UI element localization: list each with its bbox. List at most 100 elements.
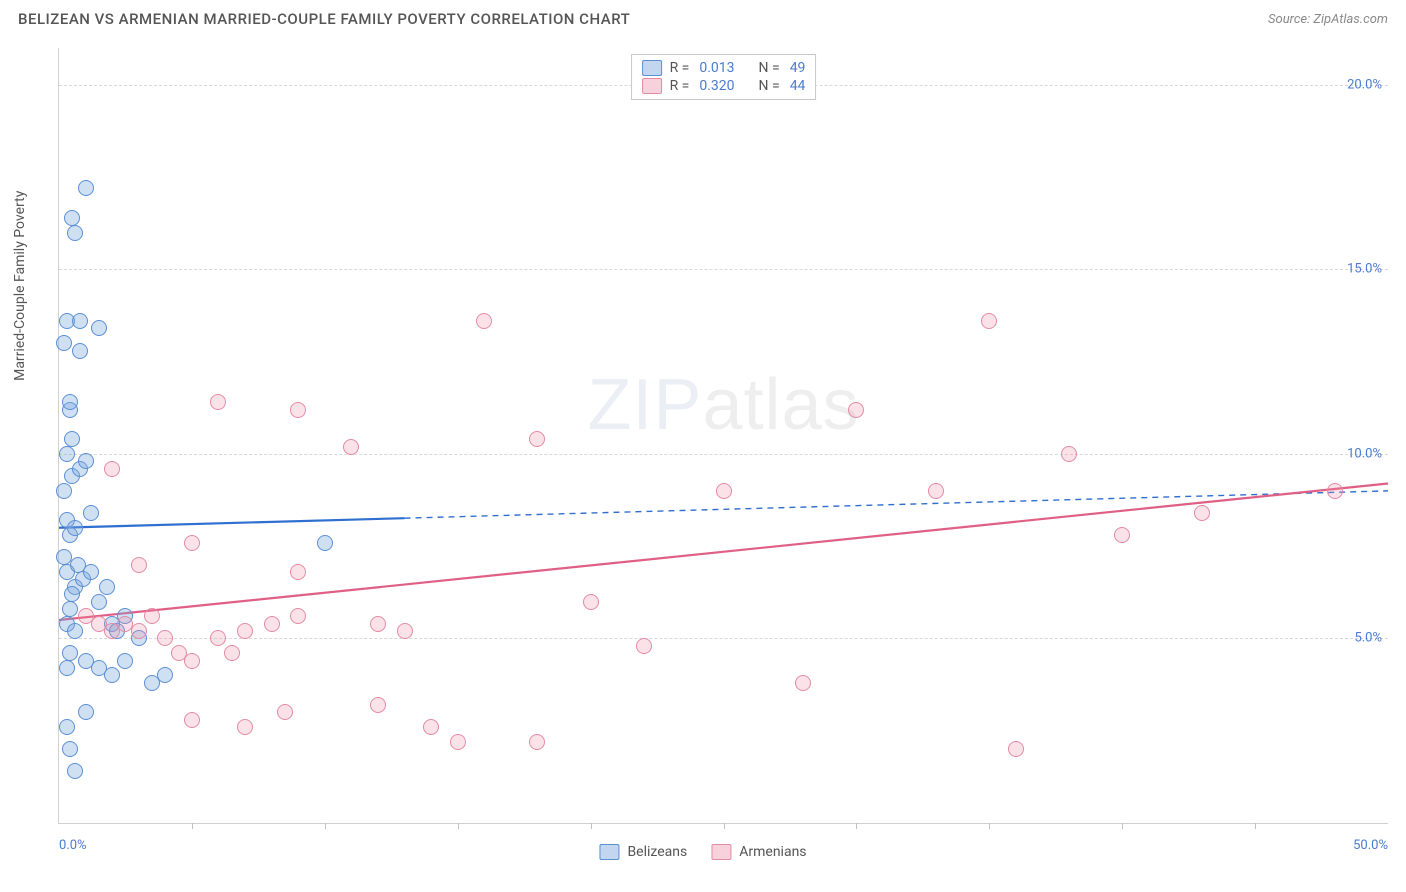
x-tick-label: 0.0%: [59, 838, 87, 853]
scatter-point: [64, 210, 80, 226]
scatter-point: [78, 704, 94, 720]
scatter-point: [59, 660, 75, 676]
scatter-point: [62, 645, 78, 661]
legend-n-value: 49: [790, 60, 806, 76]
x-tick: [1122, 823, 1123, 829]
legend-row: R = 0.013 N = 49: [642, 59, 806, 77]
scatter-point: [78, 453, 94, 469]
scatter-point: [131, 623, 147, 639]
scatter-point: [59, 446, 75, 462]
legend-item: Armenians: [711, 844, 806, 860]
y-tick-label: 20.0%: [1347, 77, 1382, 92]
x-tick: [458, 823, 459, 829]
scatter-point: [83, 564, 99, 580]
gridline: [59, 269, 1388, 270]
scatter-point: [157, 630, 173, 646]
series-legend: Belizeans Armenians: [599, 844, 806, 860]
scatter-point: [264, 616, 280, 632]
chart-container: Married-Couple Family Poverty ZIPatlas R…: [18, 40, 1388, 874]
scatter-point: [290, 608, 306, 624]
scatter-point: [981, 313, 997, 329]
scatter-point: [583, 594, 599, 610]
x-tick: [989, 823, 990, 829]
legend-n-value: 44: [790, 78, 806, 94]
scatter-point: [131, 557, 147, 573]
legend-swatch-pink: [642, 78, 662, 94]
chart-title: BELIZEAN VS ARMENIAN MARRIED-COUPLE FAMI…: [18, 10, 630, 28]
scatter-point: [277, 704, 293, 720]
scatter-point: [184, 653, 200, 669]
y-axis-label: Married-Couple Family Poverty: [12, 191, 28, 381]
scatter-point: [62, 741, 78, 757]
gridline: [59, 638, 1388, 639]
scatter-point: [64, 586, 80, 602]
scatter-point: [64, 431, 80, 447]
legend-r-label: R =: [670, 78, 690, 94]
scatter-point: [423, 719, 439, 735]
scatter-point: [184, 712, 200, 728]
scatter-point: [795, 675, 811, 691]
scatter-point: [636, 638, 652, 654]
scatter-point: [144, 608, 160, 624]
legend-n-label: N =: [759, 60, 780, 76]
scatter-point: [56, 335, 72, 351]
scatter-point: [370, 616, 386, 632]
scatter-point: [99, 579, 115, 595]
scatter-point: [237, 719, 253, 735]
legend-swatch-blue: [599, 844, 619, 860]
scatter-point: [529, 734, 545, 750]
scatter-point: [1114, 527, 1130, 543]
scatter-point: [290, 564, 306, 580]
legend-r-value: 0.320: [699, 78, 734, 94]
scatter-point: [397, 623, 413, 639]
y-tick-label: 5.0%: [1354, 631, 1382, 646]
scatter-point: [529, 431, 545, 447]
correlation-legend: R = 0.013 N = 49 R = 0.320 N = 44: [631, 54, 817, 100]
legend-r-label: R =: [670, 60, 690, 76]
scatter-point: [59, 719, 75, 735]
legend-label: Belizeans: [627, 844, 687, 860]
scatter-point: [104, 461, 120, 477]
scatter-point: [72, 343, 88, 359]
scatter-point: [157, 667, 173, 683]
scatter-point: [67, 520, 83, 536]
x-tick: [724, 823, 725, 829]
plot-area: ZIPatlas R = 0.013 N = 49 R = 0.320 N = …: [58, 48, 1388, 824]
x-tick-label: 50.0%: [1353, 838, 1388, 853]
watermark-bold: ZIP: [587, 365, 702, 445]
scatter-point: [184, 535, 200, 551]
x-tick: [325, 823, 326, 829]
chart-source: Source: ZipAtlas.com: [1268, 12, 1388, 27]
scatter-point: [91, 320, 107, 336]
scatter-point: [72, 313, 88, 329]
scatter-point: [56, 483, 72, 499]
gridline: [59, 454, 1388, 455]
scatter-point: [67, 763, 83, 779]
scatter-point: [450, 734, 466, 750]
legend-swatch-pink: [711, 844, 731, 860]
legend-row: R = 0.320 N = 44: [642, 77, 806, 95]
legend-item: Belizeans: [599, 844, 687, 860]
legend-n-label: N =: [759, 78, 780, 94]
scatter-point: [237, 623, 253, 639]
scatter-point: [104, 667, 120, 683]
scatter-point: [83, 505, 99, 521]
scatter-point: [317, 535, 333, 551]
watermark: ZIPatlas: [587, 364, 859, 446]
y-tick-label: 15.0%: [1347, 262, 1382, 277]
y-tick-label: 10.0%: [1347, 446, 1382, 461]
scatter-point: [67, 225, 83, 241]
legend-r-value: 0.013: [699, 60, 734, 76]
x-tick: [192, 823, 193, 829]
scatter-point: [78, 180, 94, 196]
scatter-point: [62, 601, 78, 617]
chart-header: BELIZEAN VS ARMENIAN MARRIED-COUPLE FAMI…: [0, 0, 1406, 34]
scatter-point: [1194, 505, 1210, 521]
scatter-point: [1008, 741, 1024, 757]
scatter-point: [1061, 446, 1077, 462]
legend-label: Armenians: [739, 844, 806, 860]
scatter-point: [117, 653, 133, 669]
x-tick: [1255, 823, 1256, 829]
scatter-point: [848, 402, 864, 418]
scatter-point: [67, 623, 83, 639]
